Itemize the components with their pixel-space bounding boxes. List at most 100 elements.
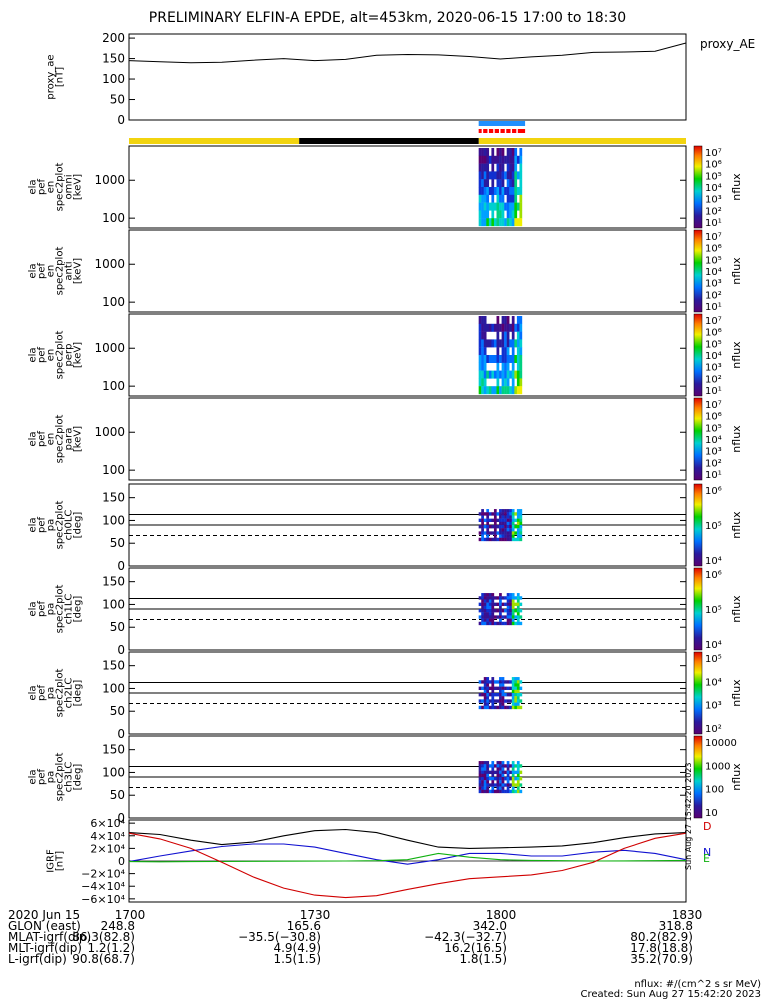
spectrogram-cell [486,612,490,616]
spectrogram-cell [504,686,507,691]
spectrogram-cell [501,783,505,787]
spectrogram-cell [496,339,500,348]
spectrogram-cell [483,596,487,600]
spectrogram-cell [509,531,513,535]
spectrogram-cell [488,609,492,613]
spectrogram-cell [514,202,518,211]
spectrogram-cell [483,163,487,172]
spectrogram-cell [504,155,507,164]
spectrogram-cell [506,612,510,616]
spectrogram-cell [499,179,502,188]
spectrogram-cell [501,761,505,765]
spectrogram-cell [488,596,492,600]
spectrogram-cell [519,218,523,227]
spectrogram-cell [511,609,515,613]
spectrogram-cell [491,693,495,697]
spectrogram-cell [501,194,505,203]
science-zone-gap [498,129,501,133]
axis-label-line: [nT] [55,851,66,871]
spectrogram-cell [509,615,513,619]
y-tick-label: 1000 [94,173,125,187]
y-tick-label: 50 [110,93,125,107]
footer-row-value: 80.2(82.9) [630,930,693,944]
spectrogram-cell [509,621,513,626]
spectrogram-cell [511,218,515,227]
spectrogram-cell [478,187,482,195]
spectrogram-cell [499,187,502,195]
spectrogram-cell [491,163,495,172]
colorbar-tick-label: 10⁵ [705,605,722,616]
y-tick-label: 100 [102,211,125,225]
spectrogram-cell [481,770,484,775]
spectrogram-cell [483,609,487,613]
spectrogram-cell [481,699,484,703]
spectrogram-cell [481,378,484,387]
units-note: nflux: #/(cm^2 s sr MeV) [634,979,761,990]
spectrogram-cell [509,764,513,768]
spectrogram-cell [483,786,487,790]
spectrogram-cell [486,525,490,529]
spectrogram-cell [519,316,523,324]
colorbar-label: nflux [730,595,743,623]
spectrogram-cell [481,789,484,794]
spectrogram-cell [478,783,482,787]
spectrogram-cell [496,148,500,156]
spectrogram-cell [478,210,482,219]
spectrogram-cell [491,789,495,794]
spectrogram-cell [488,355,492,363]
spectrogram-cell [483,518,487,523]
spectrogram-cell [493,686,497,691]
spectrogram-cell [488,531,492,535]
spectrogram-cell [506,179,510,188]
spectrogram-cell [478,777,482,781]
spectrogram-cell [488,618,492,622]
y-tick-label: 200 [102,31,125,45]
spectrogram-cell [478,767,482,771]
spectrogram-cell [481,339,484,348]
footer-tick: 1830 [671,908,703,922]
spectrogram-cell [511,331,515,340]
spectrogram-cell [501,773,505,778]
spectrogram-cell [501,770,505,775]
igrf-series-E [128,852,687,863]
spectrogram-cell [514,386,518,395]
axis-label-line: perp [64,344,75,367]
spectrogram-cell [486,218,490,227]
spectrogram-cell [488,693,492,697]
spectrogram-cell [491,605,495,610]
y-tick-label: 150 [102,743,125,757]
spectrogram-cell [478,218,482,227]
colorbar-tick-label: 10² [705,374,722,385]
spectrogram-cell [488,789,492,794]
spectrogram-cell [511,148,515,156]
spectrogram-cell [501,786,505,790]
spectrogram-cell [516,696,520,700]
axis-label-line: [keV] [73,258,84,284]
spectrogram-cell [501,347,505,356]
spectrogram-cell [506,525,510,529]
spectrogram-cell [496,370,500,379]
spectrogram-cell [519,163,523,172]
spectrogram-cell [488,202,492,211]
spectrogram-cell [519,512,523,516]
spectrogram-cell [516,155,520,164]
spectrogram-cell [481,705,484,710]
spectrogram-cell [509,770,513,775]
spectrogram-cell [486,531,490,535]
spectrogram-cell [511,163,515,172]
footer-tick: 1700 [114,908,146,922]
spectrogram-cell [514,609,518,613]
colorbar-tick-label: 10⁵ [705,255,722,266]
spectrogram-cell [486,187,490,195]
spectrogram-cell [501,509,505,513]
spectrogram-cell [516,509,520,513]
spectrogram-cell [506,767,510,771]
axis-label-line: [deg] [73,596,84,623]
footer-row-value: 165.6 [286,919,321,933]
spectrogram-cell [491,531,495,535]
spectrogram-cell [506,515,510,519]
spectrogram-cell [478,786,482,790]
footer-row-label: MLAT-igrf(dip) [8,930,92,944]
spectrogram-cell [506,187,510,195]
spectrogram-cell [511,789,515,794]
